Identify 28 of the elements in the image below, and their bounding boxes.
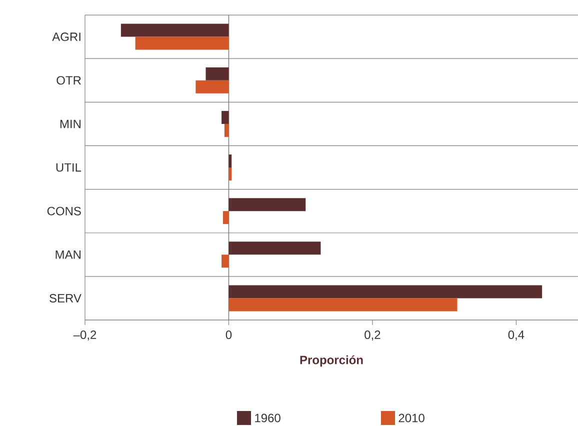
x-tick-label: 0,2 [364,330,380,340]
bar [222,211,229,224]
bar [120,24,229,37]
x-axis-title: Proporción [300,355,363,367]
y-tick-label: MAN [56,250,80,259]
y-tick-label: SERV [50,294,82,302]
x-tick-label: 0 [226,330,232,340]
bar [224,124,229,137]
bar [222,110,229,124]
legend-label: 2010 [398,414,424,422]
bar [196,80,229,94]
bar [135,36,229,50]
bar [228,154,232,168]
y-tick-label: MIN [60,120,80,128]
bar [228,242,321,255]
y-tick-label: UTIL [56,163,82,172]
legend-label: 1960 [255,414,280,422]
bar [222,254,229,268]
x-tick-label: 0,4 [508,330,524,340]
x-tick-label: –0,2 [73,330,96,340]
y-tick-label: CONS [47,206,81,216]
bar [228,198,306,212]
y-tick-label: OTR [56,76,81,85]
bar [206,67,229,80]
y-tick-label: AGRI [52,32,80,42]
bar [228,168,232,181]
bar [228,298,458,312]
bar [228,285,542,298]
